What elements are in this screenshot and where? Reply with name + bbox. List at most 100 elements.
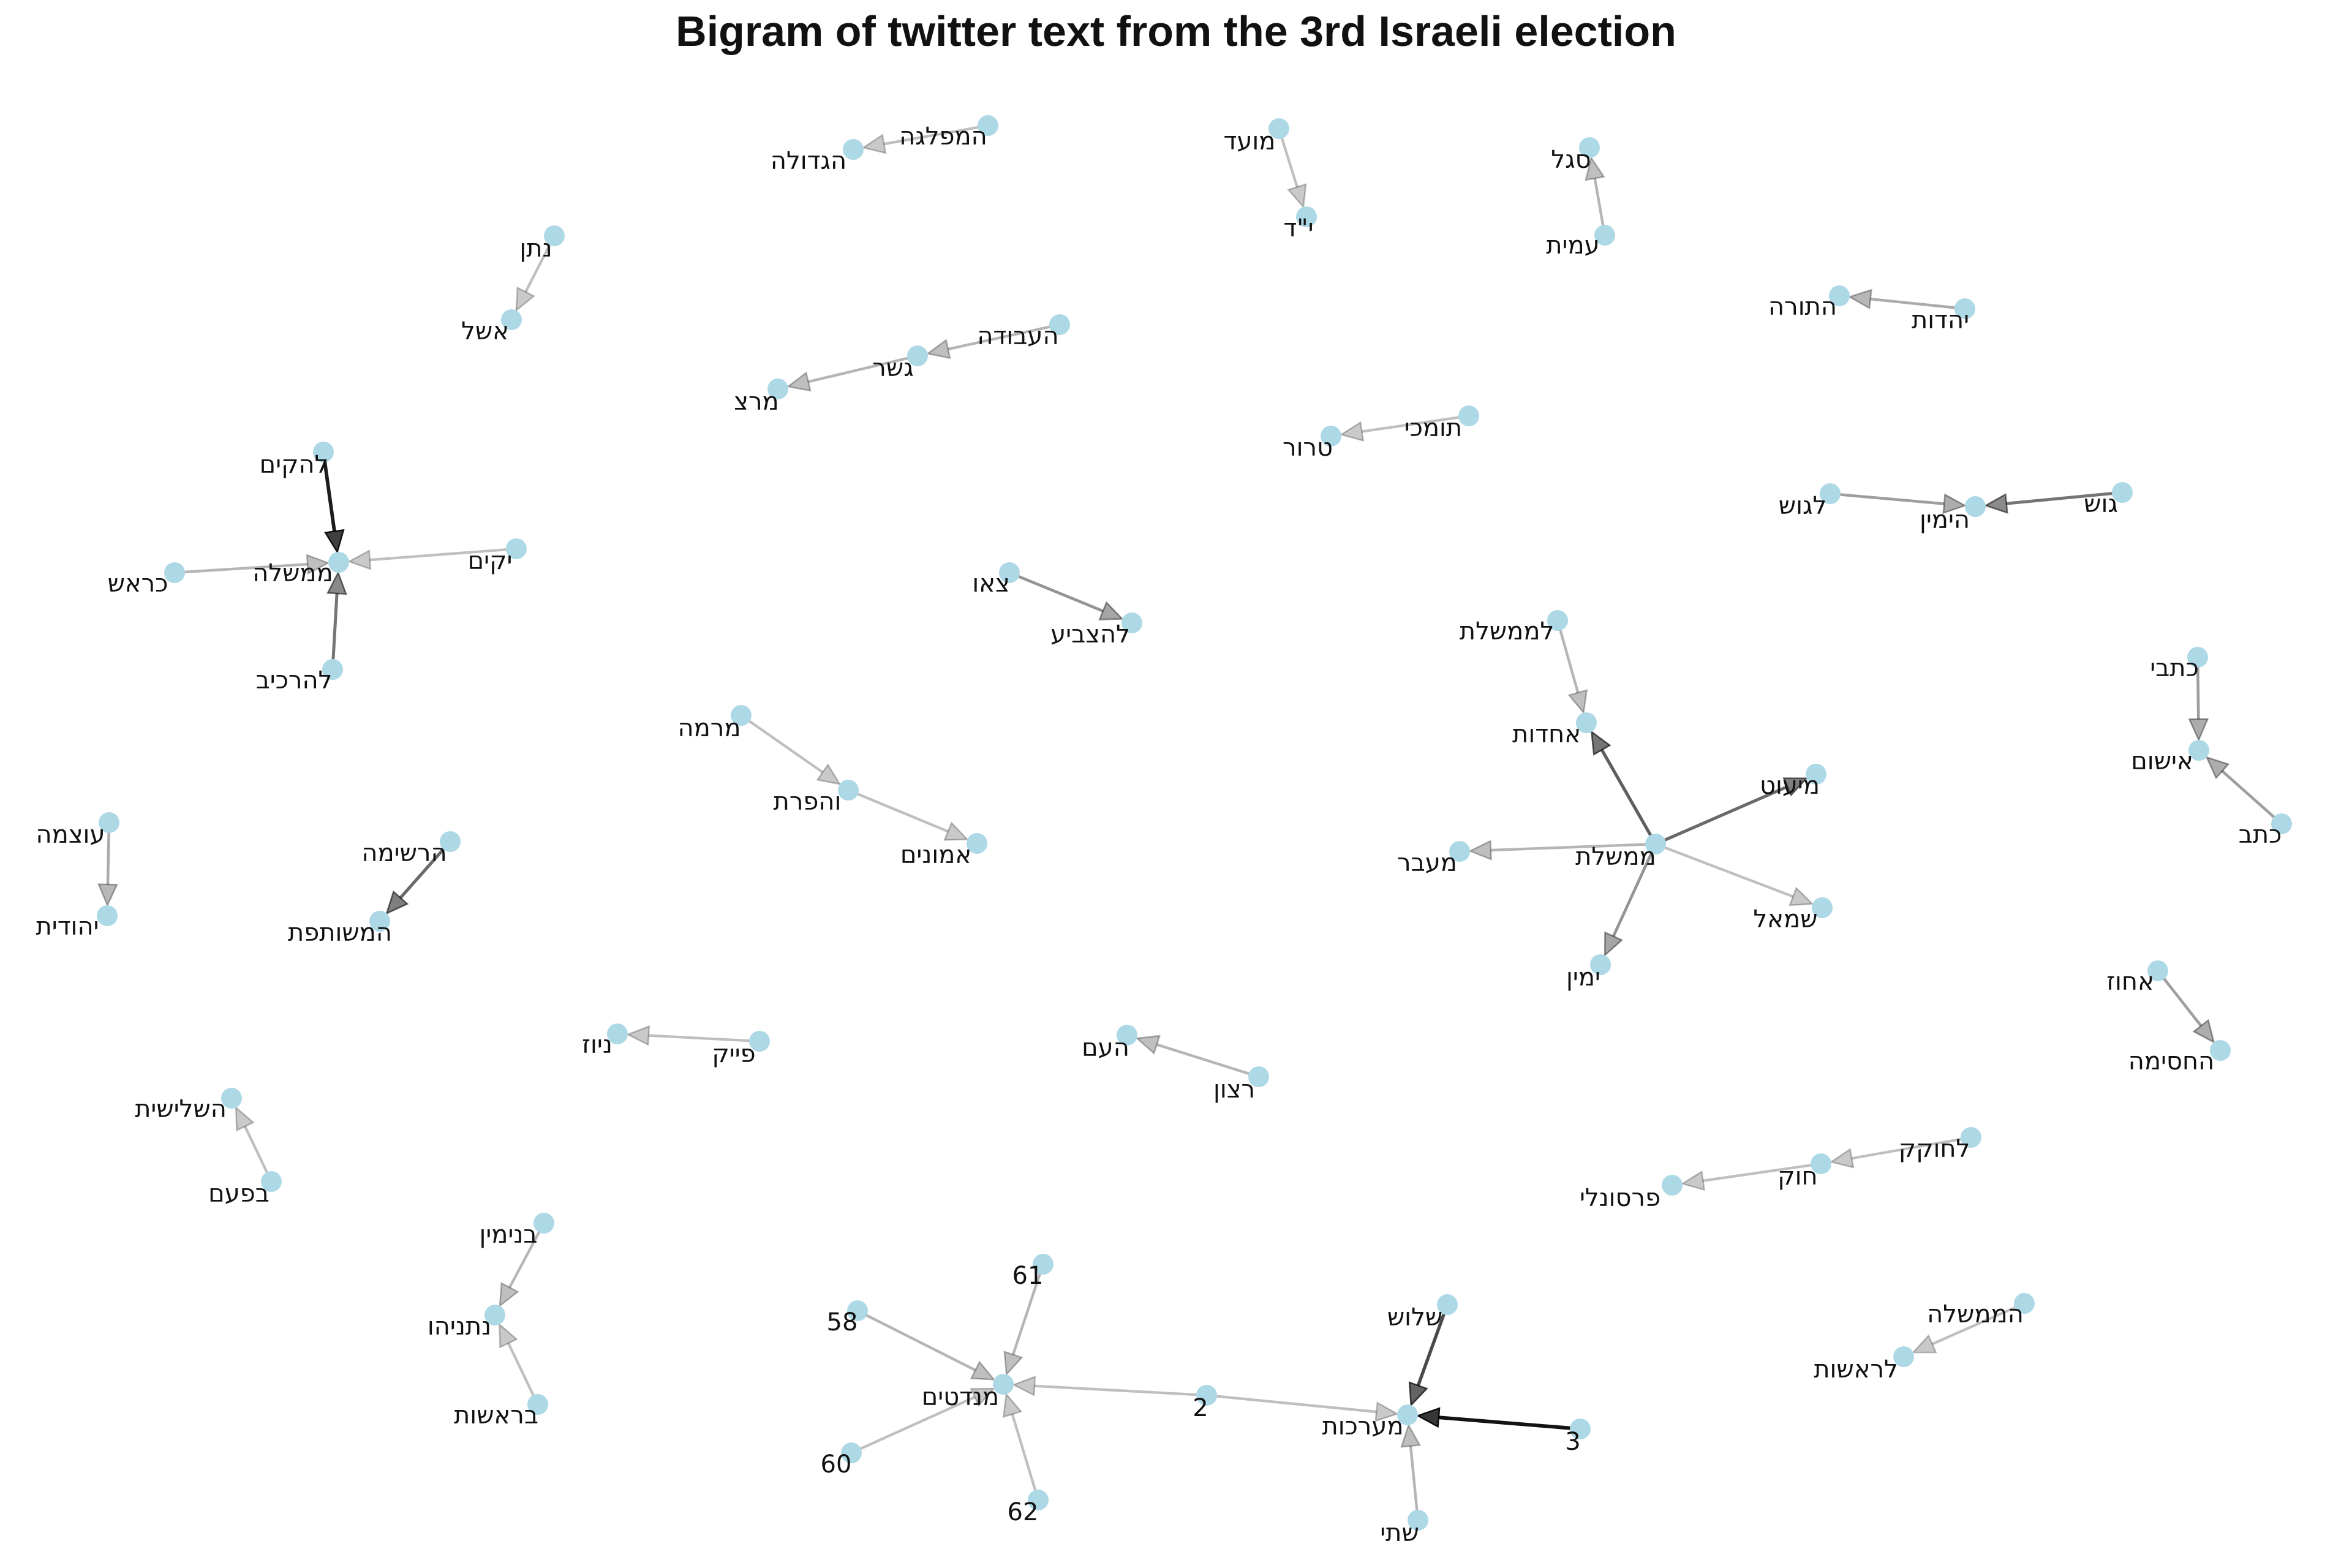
node-news [607, 1023, 628, 1044]
node-label-natan: נתן [519, 235, 552, 263]
node-label-yehudit: יהודית [36, 913, 99, 941]
node-label-news: ניוז [582, 1031, 612, 1059]
edge-avoda-gesher [925, 323, 1060, 360]
edge-line [1556, 620, 1580, 693]
edge-line [1851, 1136, 1972, 1160]
edge-arrowhead [1374, 1401, 1400, 1422]
node-label-binyamin: בנימין [479, 1221, 537, 1249]
edge-line [1703, 1162, 1822, 1182]
edge-line [1655, 842, 1794, 898]
node-label-yamin: ימין [1566, 963, 1600, 992]
node-label-hamemshala: הממשלה [1927, 1300, 2024, 1329]
node-otzma [99, 812, 119, 833]
node-fake [749, 1031, 770, 1052]
node-shalosh [1437, 1294, 1458, 1315]
node-ishum [2188, 740, 2209, 761]
edge-line [2006, 491, 2123, 505]
node-label-reshima: הרשימה [361, 839, 447, 867]
edge-n62-mandatim [1002, 1392, 1040, 1501]
node-label-meshutefet: המשותפת [288, 919, 392, 947]
node-label-avoda: העבודה [977, 322, 1058, 350]
edge-achuz-hachsima [2157, 970, 2215, 1044]
node-label-gesher: גשר [872, 354, 913, 382]
edge-bapaam-shlishit [235, 1106, 273, 1182]
node-ratzon [1248, 1066, 1269, 1087]
node-amit [1594, 225, 1615, 246]
edge-fake-news [625, 1025, 760, 1046]
node-label-kerosh: כראש [108, 570, 168, 598]
node-label-lememshelet: לממשלת [1460, 617, 1554, 646]
edge-arrowhead [306, 554, 331, 575]
edge-arrowhead [1011, 1375, 1036, 1396]
edge-arrowhead [515, 286, 535, 312]
edge-arrowhead [1847, 288, 1872, 310]
edge-line [322, 451, 336, 532]
edge-arrowhead [1680, 1170, 1706, 1191]
edge-lehakim-memshala [322, 451, 345, 554]
node-label-ktav: כתב [2239, 821, 2282, 849]
edge-reshima-meshutefet [385, 840, 451, 915]
node-leharkiv [322, 659, 343, 680]
edge-gesher-meretz [786, 354, 918, 392]
node-label-yahadut: יהדות [1912, 306, 1969, 334]
edge-tomchei-teror [1339, 414, 1469, 442]
node-avoda [1049, 314, 1070, 335]
edge-line [851, 1396, 976, 1454]
node-achuz [2147, 960, 2168, 981]
node-label-memshala: ממשלה [252, 559, 333, 587]
node-memshala [328, 552, 349, 573]
node-gdola [843, 139, 864, 160]
node-lerashut [1893, 1346, 1914, 1367]
edge-line [2157, 970, 2203, 1027]
edge-yakim-memshala [347, 547, 517, 570]
edge-moed-yud [1277, 128, 1307, 209]
edge-leharkiv-memshala [326, 570, 347, 670]
edge-n61-mandatim [1003, 1264, 1045, 1376]
edge-memshelet-miut [1654, 777, 1809, 846]
edge-arrowhead [1098, 601, 1125, 620]
node-n58 [847, 1300, 868, 1321]
node-label-n62: 62 [1008, 1498, 1039, 1526]
edge-line [648, 1034, 760, 1043]
edges-layer [97, 124, 2283, 1521]
edge-shalosh-maarachot [1408, 1304, 1449, 1407]
node-ktav [2271, 813, 2292, 834]
node-achdut [1576, 712, 1597, 733]
node-yahadut [1954, 298, 1975, 319]
edge-line [1654, 785, 1789, 846]
node-label-n60: 60 [821, 1450, 852, 1479]
node-emunim [967, 833, 987, 854]
node-label-lachokek: לחוקק [1899, 1135, 1970, 1163]
edge-arrowhead [625, 1025, 650, 1046]
node-torah [1829, 285, 1850, 306]
node-meshutefet [369, 911, 390, 932]
node-maavar [1449, 841, 1470, 862]
node-mifleget [978, 115, 998, 136]
node-label-vehafarat: והפרת [774, 788, 842, 816]
node-mirma [731, 705, 752, 726]
node-label-n2: 2 [1193, 1394, 1208, 1422]
node-meretz [767, 379, 788, 399]
edge-line [1011, 1414, 1040, 1501]
node-lehatzbia [1121, 612, 1142, 633]
node-personali [1662, 1175, 1683, 1196]
edge-chok-personali [1680, 1162, 1822, 1191]
edge-line [524, 235, 556, 293]
edge-arrowhead [1942, 493, 1967, 514]
node-kerosh [164, 562, 185, 583]
chart-title: Bigram of twitter text from the 3rd Isra… [676, 7, 1676, 55]
node-memshelet [1645, 834, 1666, 854]
node-reshima [440, 831, 461, 852]
node-yud [1296, 206, 1317, 227]
node-shtei [1408, 1510, 1428, 1531]
node-label-lerashut: לראשות [1814, 1355, 1898, 1384]
edge-arrowhead [970, 1387, 996, 1407]
node-gush [2112, 482, 2133, 503]
edge-arrowhead [1604, 931, 1624, 957]
edge-line [1409, 1446, 1420, 1521]
edge-lachokek-chok [1829, 1136, 1972, 1169]
node-vehafarat [838, 780, 859, 801]
edge-lememshelet-achdut [1556, 620, 1588, 715]
node-label-emunim: אמונים [900, 841, 971, 869]
